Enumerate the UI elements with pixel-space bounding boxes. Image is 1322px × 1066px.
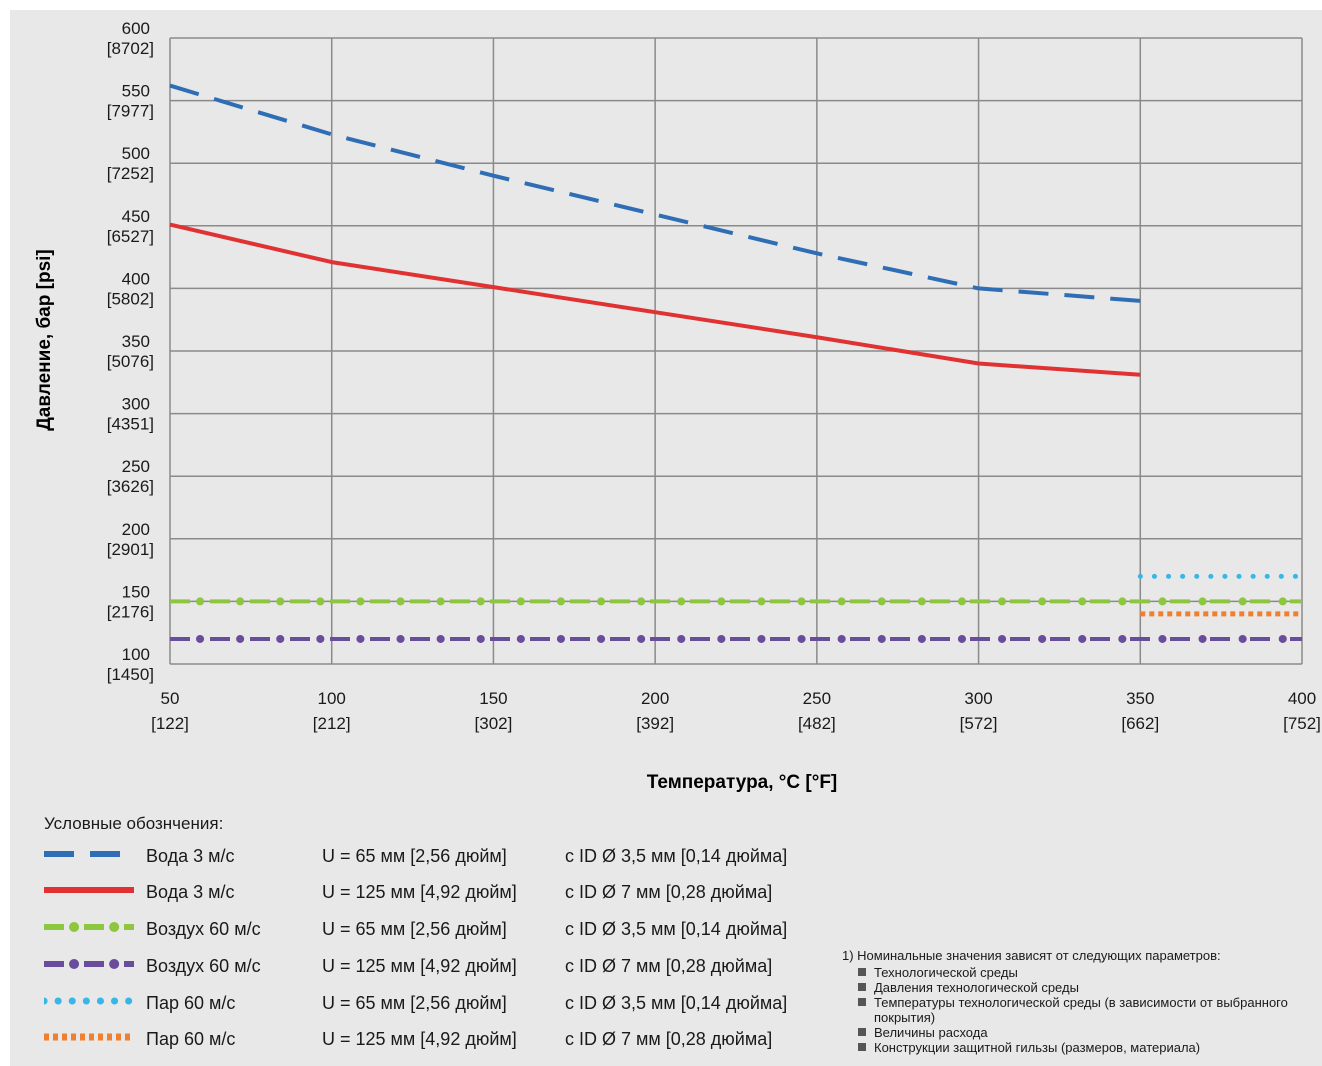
legend-swatch (44, 887, 134, 893)
legend-title: Условные обознчения: (44, 814, 224, 833)
legend-u: U = 125 мм [4,92 дюйм] (322, 956, 517, 976)
footnote-title: 1) Номинальные значения зависят от следу… (842, 948, 1221, 963)
legend-id: с ID Ø 7 мм [0,28 дюйма] (565, 956, 773, 976)
y-axis-ticks: 100[1450]150[2176]200[2901]250[3626]300[… (107, 19, 154, 684)
y-tick-label: 300 (122, 395, 150, 414)
legend-id: с ID Ø 3,5 мм [0,14 дюйма] (565, 846, 788, 866)
legend-swatch (44, 922, 136, 932)
y-tick-label: 350 (122, 332, 150, 351)
square-bullet-icon (858, 968, 866, 976)
legend-row: Воздух 60 м/с U = 125 мм [4,92 дюйм] с ID … (44, 952, 844, 982)
y-tick-sublabel: [7977] (107, 102, 154, 121)
legend-u: U = 65 мм [2,56 дюйм] (322, 993, 507, 1013)
y-tick-label: 100 (122, 645, 150, 664)
x-tick-label: 350 (1126, 689, 1154, 708)
x-tick-sublabel: [662] (1121, 714, 1159, 733)
x-tick-label: 150 (479, 689, 507, 708)
y-tick-label: 400 (122, 269, 150, 288)
legend-medium: Пар 60 м/с (146, 993, 236, 1013)
legend-id: с ID Ø 3,5 мм [0,14 дюйма] (565, 993, 788, 1013)
footnote-list: Технологической среды Давления технологич… (842, 965, 1322, 1055)
legend-id: с ID Ø 7 мм [0,28 дюйма] (565, 882, 773, 902)
legend-id: с ID Ø 3,5 мм [0,14 дюйма] (565, 919, 788, 939)
footnote-item-text: Температуры технологической среды (в зав… (874, 995, 1288, 1025)
x-tick-sublabel: [572] (960, 714, 998, 733)
y-tick-label: 150 (122, 582, 150, 601)
x-tick-label: 200 (641, 689, 669, 708)
legend-medium: Пар 60 м/с (146, 1029, 236, 1049)
y-tick-label: 550 (122, 82, 150, 101)
legend-row: Воздух 60 м/с U = 65 мм [2,56 дюйм] с ID Ø… (44, 915, 844, 945)
legend-medium: Вода 3 м/с (146, 882, 235, 902)
legend-u: U = 125 мм [4,92 дюйм] (322, 882, 517, 902)
x-tick-label: 250 (803, 689, 831, 708)
square-bullet-icon (858, 1043, 866, 1051)
square-bullet-icon (858, 998, 866, 1006)
legend-id: с ID Ø 7 мм [0,28 дюйма] (565, 1029, 773, 1049)
legend-swatch (44, 1033, 134, 1041)
y-axis-label: Давление, бар [psi] (34, 249, 55, 431)
x-tick-sublabel: [212] (313, 714, 351, 733)
footnote-item: Давления технологической среды (858, 980, 1322, 995)
y-tick-sublabel: [3626] (107, 477, 154, 496)
footnote-item: Конструкции защитной гильзы (размеров, м… (858, 1040, 1322, 1055)
chart-panel: 100 [1450] 150 [2176] 200 [2901] 250 [3626] 300[… (10, 10, 1322, 1066)
y-tick-sublabel: [2901] (107, 540, 154, 559)
legend-medium: Вода 3 м/с (146, 846, 235, 866)
y-tick-label: 450 (122, 207, 150, 226)
legend-medium: Воздух 60 м/с (146, 956, 261, 976)
x-tick-sublabel: [752] (1283, 714, 1321, 733)
x-tick-sublabel: [392] (636, 714, 674, 733)
x-tick-label: 300 (964, 689, 992, 708)
x-tick-sublabel: [122] (151, 714, 189, 733)
legend-swatch (44, 997, 136, 1005)
x-tick-sublabel: [302] (475, 714, 513, 733)
legend-row: Пар 60 м/с U = 65 мм [2,56 дюйм] с ID Ø 3,… (44, 989, 844, 1019)
y-tick-label: 600 (122, 19, 150, 38)
legend-row: Вода 3 м/с U = 125 мм [4,92 дюйм] с ID Ø 7… (44, 878, 844, 908)
square-bullet-icon (858, 983, 866, 991)
square-bullet-icon (858, 1028, 866, 1036)
x-axis-label: Температура, °C [°F] (647, 772, 838, 793)
x-tick-label: 50 (161, 689, 180, 708)
series-line-1 (169, 83, 1141, 303)
legend-u: U = 65 мм [2,56 дюйм] (322, 846, 507, 866)
grid (169, 37, 1303, 665)
x-axis-ticks: 50 [122] 100 [212] 150 [302] 200 [392] 250 [482] 3… (151, 689, 1321, 733)
pressure-temperature-chart: 100[1450]150[2176]200[2901]250[3626]300[… (34, 19, 1321, 793)
y-tick-label: 200 (122, 520, 150, 539)
legend-row: Вода 3 м/с U = 65 мм [2,56 дюйм] с ID Ø 3,… (44, 842, 844, 872)
footnote-item: Технологической среды (858, 965, 1322, 980)
series-line-2 (169, 222, 1141, 377)
x-tick-sublabel: [482] (798, 714, 836, 733)
footnote-item-text: Давления технологической среды (874, 980, 1079, 995)
y-tick-sublabel: [7252] (107, 164, 154, 183)
x-tick-label: 100 (318, 689, 346, 708)
y-tick-sublabel: [5076] (107, 352, 154, 371)
x-tick-label: 400 (1288, 689, 1316, 708)
footnote-item-text: Технологической среды (874, 965, 1018, 980)
series-lines (166, 83, 1306, 643)
y-tick-sublabel: [2176] (107, 602, 154, 621)
legend-swatch (44, 851, 134, 857)
y-tick-sublabel: [6527] (107, 227, 154, 246)
y-tick-label: 500 (122, 144, 150, 163)
footnote-item-text: Величины расхода (874, 1025, 988, 1040)
legend-medium: Воздух 60 м/с (146, 919, 261, 939)
y-tick-label: 250 (122, 457, 150, 476)
y-tick-sublabel: [8702] (107, 39, 154, 58)
y-tick-sublabel: [4351] (107, 415, 154, 434)
legend-swatch (44, 959, 136, 969)
y-tick-sublabel: [1450] (107, 665, 154, 684)
legend-u: U = 65 мм [2,56 дюйм] (322, 919, 507, 939)
footnote: 1) Номинальные значения зависят от следу… (842, 948, 1322, 1066)
y-tick-sublabel: [5802] (107, 289, 154, 308)
footnote-item-text: Конструкции защитной гильзы (размеров, м… (874, 1040, 1201, 1055)
legend-u: U = 125 мм [4,92 дюйм] (322, 1029, 517, 1049)
footnote-item: Температуры технологической среды (в зав… (858, 995, 1322, 1025)
footnote-item: Величины расхода (858, 1025, 1322, 1040)
legend-row: Пар 60 м/с U = 125 мм [4,92 дюйм] с ID Ø 7… (44, 1025, 844, 1055)
